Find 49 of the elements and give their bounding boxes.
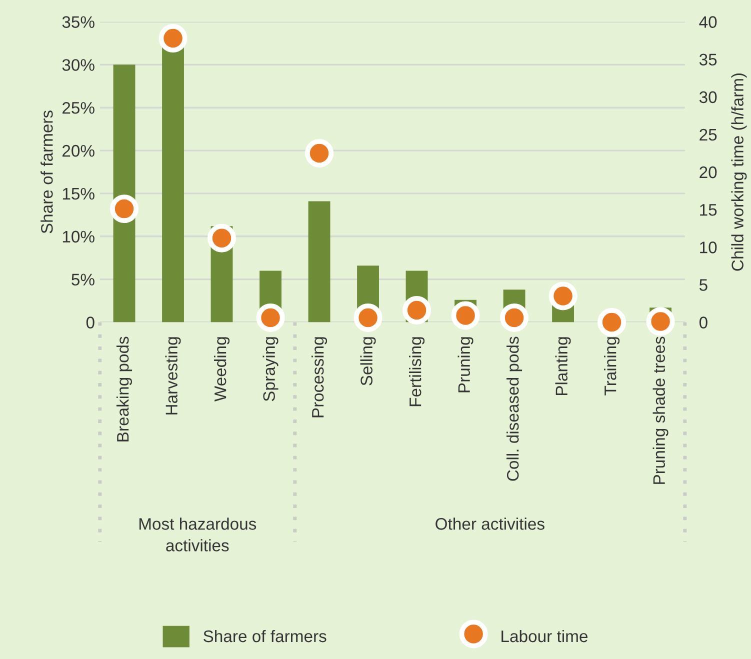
- y-tick-label: 20%: [62, 144, 94, 157]
- y-axis-title: Share of farmers: [40, 110, 53, 234]
- point: [158, 24, 188, 53]
- text: Other activities: [436, 518, 544, 530]
- point: [500, 304, 529, 332]
- x-tick-label: Pruning: [458, 337, 474, 392]
- point: [354, 304, 382, 332]
- point: [305, 138, 334, 168]
- y2-tick-label: 30: [699, 91, 717, 104]
- point: [646, 307, 675, 336]
- x-tick-label: Selling: [360, 337, 376, 386]
- x-tick-label: Fertilising: [409, 337, 425, 406]
- y2-tick-label: 10: [700, 242, 717, 254]
- y2-tick-label: 35: [699, 54, 717, 66]
- point: [402, 296, 432, 324]
- x-tick-label: Spraying: [262, 337, 278, 402]
- y2-tick-label: 15: [700, 204, 717, 216]
- y2-tick-label: 20: [700, 166, 717, 178]
- x-tick-label: Training: [604, 337, 620, 396]
- y2-tick-label: 0: [699, 316, 708, 328]
- bar: [308, 201, 330, 322]
- point: [110, 194, 138, 224]
- x-tick-label: Coll. diseased pods: [506, 336, 522, 481]
- legend-label: Labour time: [502, 630, 588, 642]
- y-tick-label: 10%: [62, 230, 94, 243]
- y2-tick-label: 25: [700, 128, 717, 141]
- point: [256, 304, 285, 332]
- text: Most hazardous activities: [139, 518, 256, 552]
- bar: [162, 48, 184, 322]
- y2-tick-label: 40: [699, 16, 717, 28]
- y2-tick-label: 5: [699, 279, 708, 291]
- x-tick-label: Breaking pods: [116, 336, 132, 442]
- y2-axis-title: Child working time (h/farm): [731, 73, 747, 271]
- point: [598, 308, 626, 336]
- y-tick-label: 5%: [72, 274, 94, 286]
- y-tick-label: 35%: [62, 16, 94, 28]
- y-tick-label: 0: [86, 316, 94, 328]
- y-tick-label: 25%: [62, 102, 94, 114]
- y-tick-label: 15%: [62, 188, 94, 200]
- y-tick-label: 30%: [62, 59, 94, 71]
- point: [548, 282, 578, 310]
- x-tick-label: Planting: [555, 337, 571, 395]
- x-tick-label: Pruning shade trees: [652, 336, 668, 484]
- x-tick-label: Harvesting: [165, 337, 181, 414]
- x-tick-label: Weeding: [214, 337, 230, 402]
- x-tick-label: Processing: [312, 337, 328, 418]
- legend-label: Share of farmers: [204, 630, 326, 642]
- point: [451, 301, 480, 330]
- point: [208, 224, 236, 252]
